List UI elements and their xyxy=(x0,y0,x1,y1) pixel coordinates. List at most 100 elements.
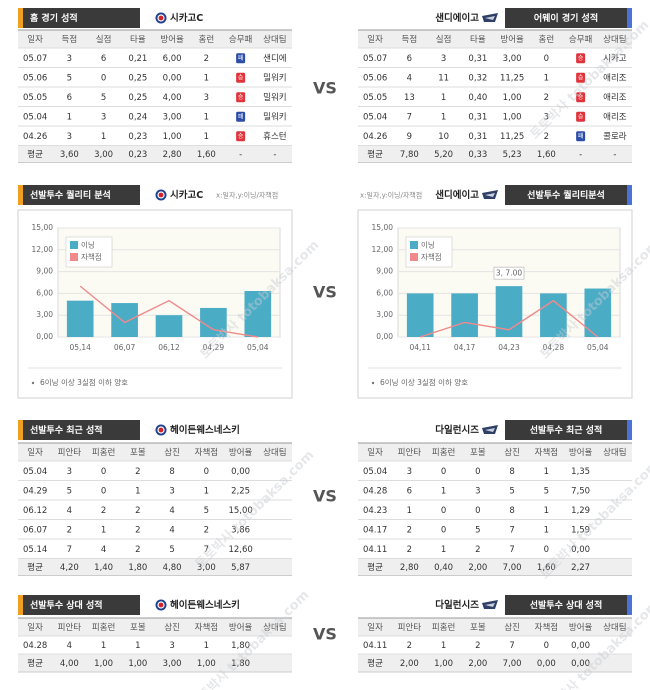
column-header: 피홈런 xyxy=(92,622,115,633)
table-cell: 0,25 xyxy=(128,73,147,83)
chart-subtitle: x:일자,y:이닝/자책점 xyxy=(360,191,422,200)
team-logo-core xyxy=(158,602,164,608)
table-cell: 0,00 xyxy=(571,641,590,651)
table-cell: 5,87 xyxy=(231,563,250,573)
table-cell: 1 xyxy=(204,486,209,496)
table-cell: 1,35 xyxy=(571,467,590,477)
table-cell: 1 xyxy=(441,486,446,496)
table-cell: 3 xyxy=(101,112,106,122)
table-cell: 1 xyxy=(544,506,549,516)
vs-label: VS xyxy=(313,79,337,98)
header-tab xyxy=(18,420,140,440)
column-header: 포볼 xyxy=(470,622,486,633)
table-cell: 0 xyxy=(475,506,480,516)
column-header: 방어율 xyxy=(569,622,593,633)
table-cell: 3 xyxy=(544,112,549,122)
table-cell: 5 xyxy=(544,486,549,496)
table-cell: 3,60 xyxy=(60,150,79,160)
table-cell: 1 xyxy=(544,73,549,83)
table-cell: 5 xyxy=(67,73,72,83)
table-cell: 05.05 xyxy=(23,93,47,103)
y-tick-label: 6,00 xyxy=(376,288,393,297)
header-accent xyxy=(627,595,632,615)
table-cell: 1 xyxy=(135,486,140,496)
team-logo-inner xyxy=(485,603,495,607)
team-logo-inner xyxy=(485,193,495,197)
legend-label: 자책점 xyxy=(81,252,102,262)
table-cell: - xyxy=(579,150,582,160)
y-tick-label: 12,00 xyxy=(372,245,394,254)
table-cell: 애리조 xyxy=(603,93,627,103)
team-name: 샌디에이고 xyxy=(435,12,479,24)
table-cell: 평균 xyxy=(27,562,43,573)
table-cell: 0,33 xyxy=(468,150,487,160)
table-cell: 평균 xyxy=(367,149,383,160)
result-badge-label: 승 xyxy=(578,74,584,81)
table-cell: 3 xyxy=(169,486,174,496)
annotation: 3, 7.00 xyxy=(496,269,522,278)
y-tick-label: 9,00 xyxy=(376,267,393,276)
column-header: 피안타 xyxy=(58,622,82,633)
table-cell: 0,00 xyxy=(537,659,556,669)
table-cell: 0 xyxy=(441,506,446,516)
table-cell: 0,31 xyxy=(468,54,487,64)
column-header: 일자 xyxy=(367,35,383,45)
table-cell: 평균 xyxy=(27,658,43,669)
header-accent xyxy=(18,185,23,205)
team-name: 샌디에이고 xyxy=(435,189,479,201)
watermark: 토토박사 totobaksa.com xyxy=(192,447,317,572)
table-cell: 0 xyxy=(101,486,106,496)
vs-label: VS xyxy=(313,625,337,644)
x-tick-label: 06,12 xyxy=(158,343,180,352)
table-cell: 2,00 xyxy=(400,659,419,669)
header-accent xyxy=(627,420,632,440)
result-badge xyxy=(576,111,586,122)
table-cell: 7,00 xyxy=(503,659,522,669)
legend-label: 이닝 xyxy=(421,240,435,250)
header-title: 선발투수 퀄리티분석 xyxy=(527,189,605,201)
table-cell: 0,40 xyxy=(434,563,453,573)
table-cell: 1,00 xyxy=(197,659,216,669)
result-badge-label: 승 xyxy=(238,94,244,101)
table-average-bg xyxy=(18,558,292,576)
table-cell: 1,00 xyxy=(163,132,182,142)
table-cell: 2 xyxy=(135,467,140,477)
column-header: 타율 xyxy=(130,35,146,45)
table-cell: 2 xyxy=(204,525,209,535)
table-cell: 8 xyxy=(509,506,514,516)
column-header: 실점 xyxy=(436,34,452,45)
y-tick-label: 15,00 xyxy=(32,223,54,232)
result-badge xyxy=(236,92,246,103)
header-accent xyxy=(627,8,632,28)
table-cell: 1,00 xyxy=(503,112,522,122)
x-tick-label: 05,14 xyxy=(69,343,91,352)
table-cell: 1 xyxy=(407,506,412,516)
table-cell: 12,60 xyxy=(228,545,252,555)
table-cell: 04.26 xyxy=(23,132,47,142)
table-cell: 10 xyxy=(438,132,449,142)
table-cell: 1,59 xyxy=(571,525,590,535)
table-cell: 평균 xyxy=(367,658,383,669)
header-accent xyxy=(627,185,632,205)
team-logo-core xyxy=(158,427,164,433)
table-average-bg xyxy=(18,654,292,672)
table-cell: 3 xyxy=(67,467,72,477)
table-cell: 5 xyxy=(509,486,514,496)
y-tick-label: 0,00 xyxy=(376,332,393,341)
column-header: 피안타 xyxy=(58,447,82,458)
header-tab xyxy=(505,420,632,440)
table-cell: - xyxy=(239,150,242,160)
table-cell: 06.07 xyxy=(23,525,47,535)
y-tick-label: 12,00 xyxy=(32,245,54,254)
table-cell: 2 xyxy=(407,641,412,651)
table-cell: 1,80 xyxy=(231,659,250,669)
column-header: 일자 xyxy=(27,35,43,45)
table-cell: 6,00 xyxy=(163,54,182,64)
table-cell: 0 xyxy=(544,641,549,651)
legend-label: 자책점 xyxy=(421,252,442,262)
table-cell: 4 xyxy=(169,506,174,516)
column-header: 자책점 xyxy=(195,622,218,633)
column-header: 방어율 xyxy=(569,447,593,458)
table-cell: 4 xyxy=(67,641,72,651)
